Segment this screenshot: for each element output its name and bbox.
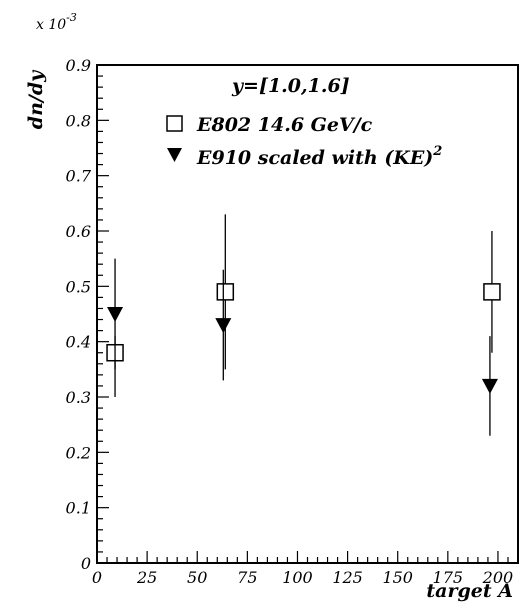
y-tick-label: 0.2: [66, 443, 91, 462]
x-tick-label: 100: [282, 568, 313, 587]
x-tick-label: 50: [187, 568, 207, 587]
legend-entry-e910: E910 scaled with (KE)2: [196, 144, 442, 169]
x-tick-label: 25: [136, 568, 157, 587]
x-tick-label: 0: [92, 568, 102, 587]
data-point-filled-triangle: [215, 318, 232, 334]
y-tick-label: 0.4: [66, 333, 91, 352]
x-tick-label: 175: [433, 568, 464, 587]
y-tick-label: 0.5: [66, 277, 91, 296]
x-tick-label: 150: [382, 568, 413, 587]
y-tick-label: 0.9: [66, 56, 91, 75]
x-tick-label: 125: [332, 568, 363, 587]
series-e802: [106, 214, 501, 370]
x-tick-label: 75: [237, 568, 257, 587]
legend-marker-open-square: [166, 115, 183, 132]
data-point-filled-triangle: [481, 378, 498, 394]
axis-ticks: [96, 64, 519, 564]
plot-frame: [96, 64, 519, 564]
x-axis-title: target A: [426, 580, 513, 602]
y-tick-label: 0.1: [66, 499, 91, 518]
x-tick-label: 200: [482, 568, 514, 587]
x-tick-labels: 0 25 50 75 100 125 150 175 200: [92, 568, 513, 587]
data-point-open-square: [216, 283, 235, 301]
legend-entry-e802: E802 14.6 GeV/c: [196, 114, 373, 136]
y-tick-label: 0: [81, 554, 91, 573]
series-e910: [107, 258, 498, 436]
y-tick-label: 0.7: [66, 167, 92, 186]
y-tick-label: 0.3: [66, 388, 91, 407]
data-point-open-square: [483, 283, 501, 301]
legend: E802 14.6 GeV/c E910 scaled with (KE)2: [166, 114, 442, 169]
y-axis-title: dn/dy: [25, 69, 47, 129]
rapidity-range-annotation: y=[1.0,1.6]: [231, 75, 350, 97]
y-scale-factor: x 10-3: [36, 11, 77, 33]
y-tick-label: 0.8: [66, 111, 91, 130]
y-tick-label: 0.6: [66, 222, 91, 241]
legend-marker-filled-triangle: [167, 148, 182, 162]
data-point-filled-triangle: [107, 307, 124, 322]
y-tick-labels: 0 0.1 0.2 0.3 0.4 0.5 0.6 0.7 0.8 0.9: [66, 56, 92, 573]
data-series: [106, 214, 501, 436]
